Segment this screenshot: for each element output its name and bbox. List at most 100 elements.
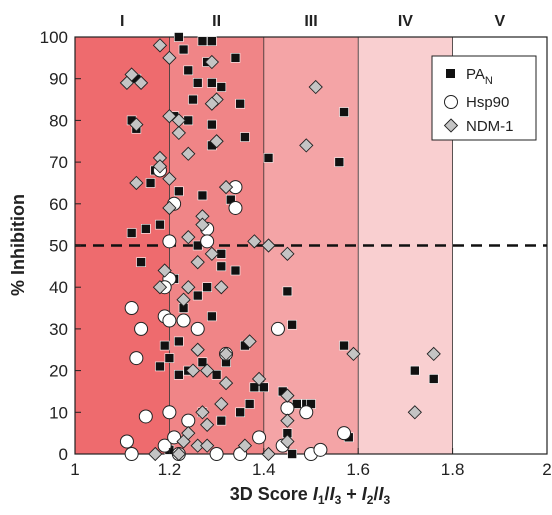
point-square-52 (155, 361, 165, 372)
y-tick-label-2: 20 (49, 362, 68, 381)
point-circle-6 (200, 234, 215, 249)
y-axis-ticks: 0 10 20 30 40 50 60 70 80 90 100 (40, 28, 81, 464)
point-diamond-58 (148, 446, 163, 462)
point-diamond-16 (299, 138, 314, 153)
point-circle-21 (280, 401, 295, 416)
point-diamond-22 (162, 200, 177, 216)
point-square-22 (339, 107, 349, 117)
point-circle-11 (162, 313, 177, 328)
point-square-42 (287, 319, 297, 330)
point-circle-16 (129, 351, 144, 366)
point-diamond-5 (204, 54, 220, 70)
y-tick-label-10: 100 (40, 28, 68, 47)
point-circle-22 (299, 405, 314, 420)
point-diamond-54 (237, 438, 253, 453)
x-axis-title-sub1: 1 (318, 493, 325, 507)
x-axis-title-sub2: 2 (367, 493, 374, 507)
point-square-0 (174, 32, 184, 42)
point-diamond-34 (176, 292, 191, 307)
x-axis-ticks: 1 1.2 1.4 1.6 1.8 2 (70, 448, 552, 479)
y-tick-label-7: 70 (49, 153, 68, 172)
point-square-9 (207, 78, 217, 88)
point-circle-34 (209, 447, 224, 461)
legend: PAN Hsp90 NDM-1 (431, 55, 537, 141)
point-diamond-28 (261, 238, 276, 253)
point-square-44 (174, 336, 184, 347)
x-tick-label-5: 2 (542, 460, 551, 479)
point-diamond-43 (346, 346, 361, 362)
point-square-68 (287, 449, 297, 459)
point-diamond-24 (181, 230, 196, 245)
point-square-8 (192, 78, 203, 88)
y-tick-label-3: 30 (49, 320, 68, 339)
point-diamond-52 (190, 438, 205, 453)
point-diamond-46 (407, 405, 422, 420)
legend-label-pan-sub: N (485, 75, 493, 87)
point-diamond-20 (218, 179, 234, 195)
point-square-17 (207, 119, 217, 130)
point-square-35 (230, 265, 241, 276)
point-diamond-33 (214, 280, 229, 295)
point-square-41 (207, 311, 217, 322)
x-axis-title-plus: + (341, 484, 362, 504)
point-square-55 (258, 382, 269, 393)
x-axis-title-main: 3D Score (230, 484, 308, 504)
point-square-25 (174, 186, 184, 197)
point-square-65 (216, 415, 227, 426)
point-square-11 (188, 94, 198, 105)
legend-label-pan: PAN (466, 66, 493, 87)
y-tick-label-1: 10 (49, 403, 68, 422)
x-axis-title-i3a: I (330, 484, 336, 504)
legend-marker-pan (446, 69, 455, 78)
point-square-6 (183, 65, 194, 76)
point-diamond-32 (152, 280, 168, 295)
point-square-26 (197, 190, 208, 201)
y-tick-label-4: 40 (49, 278, 68, 297)
point-square-37 (202, 282, 212, 293)
x-tick-label-2: 1.4 (252, 460, 276, 479)
point-square-18 (240, 132, 250, 142)
point-circle-24 (124, 447, 139, 461)
point-square-3 (178, 44, 189, 55)
point-square-33 (136, 257, 146, 267)
point-square-30 (126, 228, 137, 238)
point-diamond-48 (200, 417, 215, 432)
point-diamond-3 (133, 75, 149, 91)
point-diamond-25 (204, 246, 220, 261)
point-circle-28 (252, 430, 267, 445)
point-diamond-14 (181, 146, 196, 161)
point-square-29 (141, 224, 151, 234)
point-circle-3 (228, 200, 243, 215)
y-tick-label-0: 0 (59, 445, 68, 464)
point-square-34 (216, 261, 227, 272)
point-square-53 (211, 369, 222, 380)
point-diamond-38 (185, 363, 201, 378)
region-labels: I II III IV V (120, 13, 505, 30)
legend-label-pan-main: PA (466, 66, 485, 83)
point-diamond-29 (280, 246, 295, 261)
region-label-5: V (494, 13, 505, 30)
point-square-5 (230, 53, 241, 63)
x-tick-label-1: 1.2 (158, 460, 182, 479)
point-diamond-11 (129, 117, 144, 132)
point-square-28 (155, 219, 165, 230)
point-diamond-15 (209, 134, 224, 149)
point-diamond-10 (308, 79, 323, 95)
point-square-64 (235, 407, 245, 418)
point-diamond-39 (200, 363, 215, 378)
point-square-20 (263, 153, 274, 163)
region-label-4: IV (398, 13, 413, 30)
point-diamond-18 (129, 175, 144, 191)
y-tick-label-9: 90 (49, 70, 68, 89)
point-circle-12 (134, 321, 149, 336)
point-diamond-41 (251, 371, 267, 387)
point-circle-15 (190, 321, 205, 336)
point-diamond-49 (214, 396, 229, 412)
x-tick-label-3: 1.6 (346, 460, 370, 479)
point-square-24 (145, 178, 156, 188)
y-tick-label-8: 80 (49, 111, 68, 130)
point-circle-9 (124, 301, 139, 316)
point-square-46 (339, 340, 349, 351)
point-circle-25 (157, 438, 172, 453)
point-diamond-36 (190, 342, 205, 357)
